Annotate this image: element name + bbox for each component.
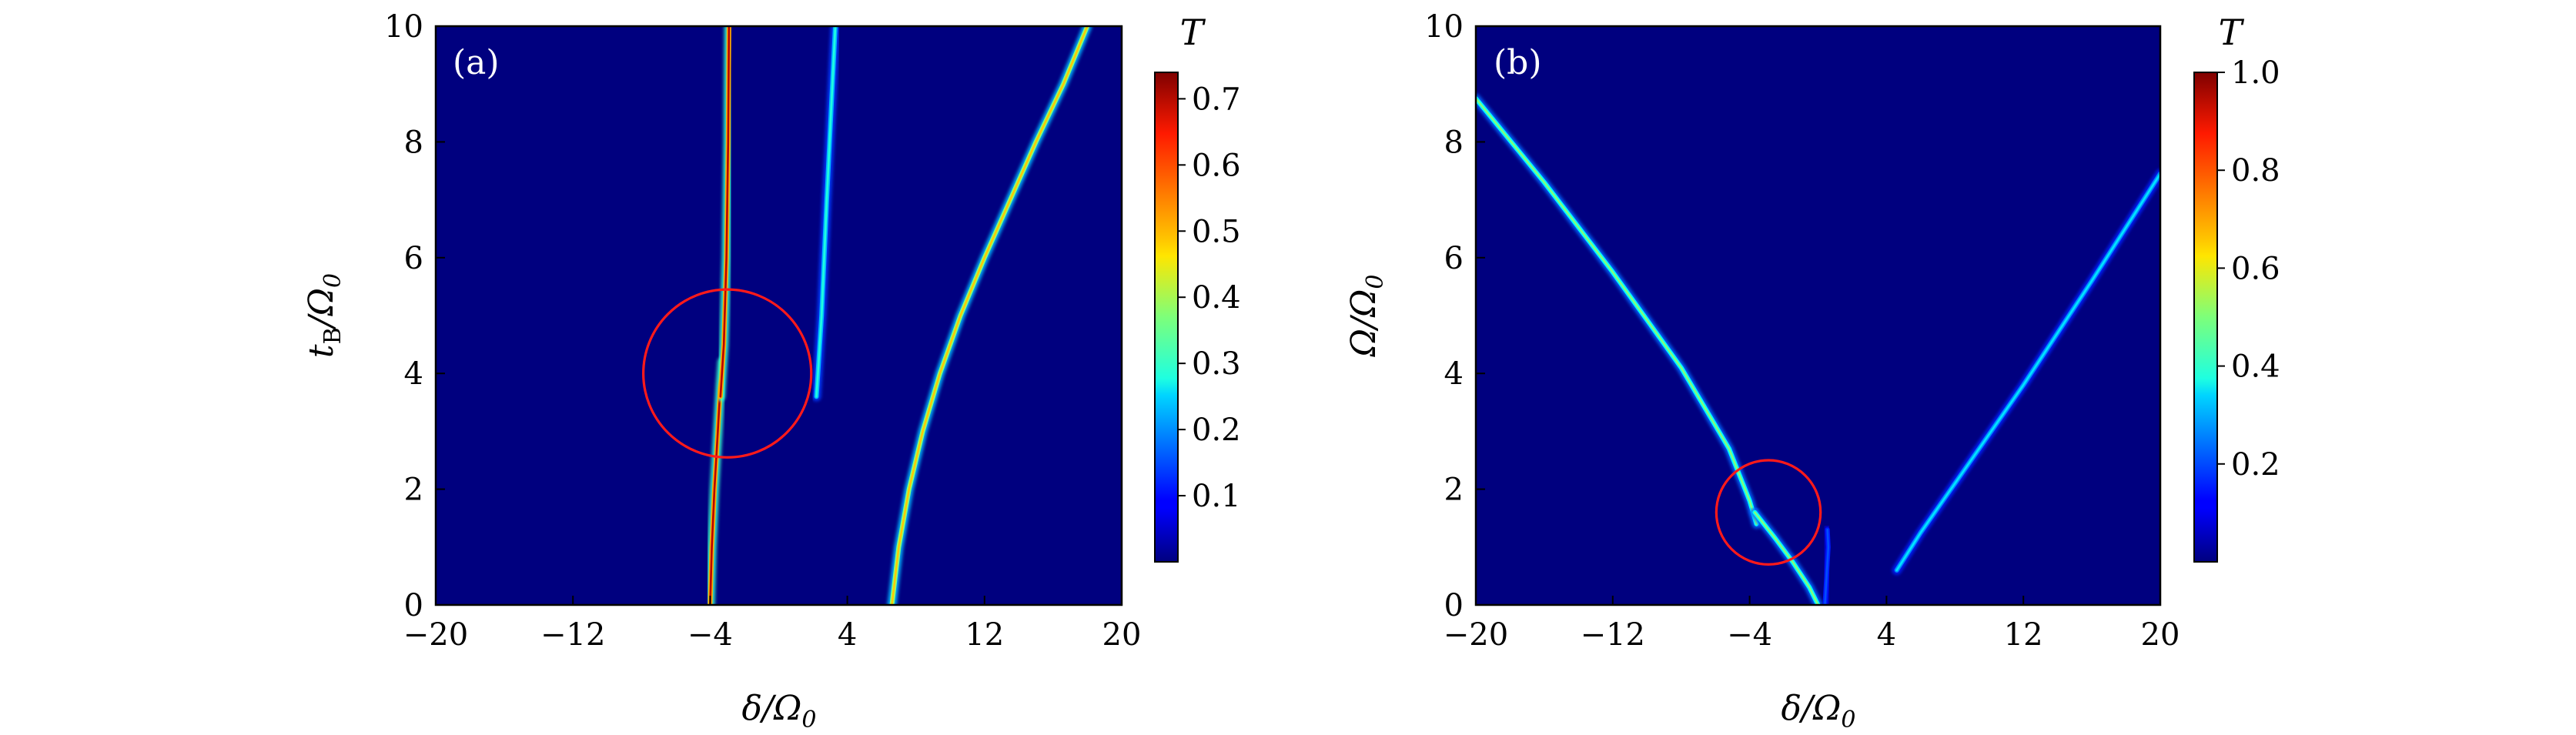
colorbar-tick-label-b-3: 0.8	[2231, 153, 2280, 189]
highlight-circle-shape-a	[642, 288, 813, 459]
heatmap-background-b	[1476, 26, 2160, 605]
colorbar-tick-label-b-2: 0.6	[2231, 251, 2280, 286]
x-tick-label-b-3: 4	[1877, 617, 1896, 653]
colorbar-tick-label-a-4: 0.5	[1192, 214, 1241, 249]
colorbar-ticks-a: 0.1 0.2 0.3 0.4 0.5 0.6 0.7	[1178, 82, 1241, 514]
panel-label-b: (b)	[1494, 43, 1542, 82]
y-tick-label-b-3: 6	[1444, 241, 1464, 276]
x-tick-label-b-5: 20	[2141, 617, 2180, 653]
y-axis-label-a: tB/Ω0	[302, 273, 346, 358]
colorbar-tick-label-a-0: 0.1	[1192, 479, 1241, 514]
feature-line-a-1	[719, 26, 731, 398]
y-tick-label-b-1: 2	[1444, 473, 1464, 508]
y-tick-label-a-5: 10	[384, 9, 423, 45]
y-tick-label-a-4: 8	[404, 125, 423, 160]
colorbar-title-a: T	[1180, 12, 1206, 53]
x-tick-label-b-2: −4	[1727, 617, 1772, 653]
x-tick-label-b-0: −20	[1444, 617, 1508, 653]
x-tick-label-a-3: 4	[838, 617, 857, 653]
highlight-circle-a	[642, 288, 813, 459]
colorbar-tick-label-a-2: 0.3	[1192, 346, 1241, 382]
y-tick-label-a-2: 4	[404, 356, 423, 392]
y-tick-label-a-0: 0	[404, 588, 423, 623]
panel-label-a: (a)	[453, 43, 500, 82]
colorbar-a	[1154, 72, 1179, 563]
feature-line-a-3	[891, 26, 1089, 605]
x-axis-b: −20 −12 −4 4 12 20	[1444, 596, 2180, 653]
feature-line-b-0	[1476, 97, 1758, 525]
feature-line-a-2	[815, 26, 837, 398]
colorbar-tick-label-b-1: 0.4	[2231, 349, 2280, 385]
colorbar-tick-label-a-3: 0.4	[1192, 280, 1241, 316]
x-tick-label-a-5: 20	[1102, 617, 1142, 653]
y-tick-label-b-5: 10	[1424, 9, 1464, 45]
feature-line-b-3	[1895, 172, 2160, 572]
colorbar-tick-label-a-1: 0.2	[1192, 413, 1241, 448]
heatmap-background-a	[436, 26, 1122, 605]
y-axis-a: 0 2 4 6 8 10	[384, 9, 445, 623]
y-tick-label-b-4: 8	[1444, 125, 1464, 160]
x-tick-label-a-4: 12	[965, 617, 1004, 653]
x-axis-a: −20 −12 −4 4 12 20	[403, 596, 1142, 653]
x-tick-label-a-1: −12	[540, 617, 605, 653]
plot-frame-a	[434, 25, 1123, 606]
colorbar-ticks-b: 0.2 0.4 0.6 0.8 1.0	[2217, 55, 2280, 483]
colorbar-tick-label-b-0: 0.2	[2231, 447, 2280, 483]
y-tick-label-a-3: 6	[404, 241, 423, 276]
y-axis-b: 0 2 4 6 8 10	[1424, 9, 1485, 623]
x-axis-label-b: δ/Ω0	[1781, 689, 1856, 733]
highlight-circle-b	[1715, 459, 1822, 566]
highlight-circle-shape-b	[1715, 459, 1822, 566]
colorbar-tick-label-b-4: 1.0	[2231, 55, 2280, 91]
colorbar-tick-label-a-6: 0.7	[1192, 82, 1241, 117]
y-tick-label-b-2: 4	[1444, 356, 1464, 392]
feature-line-b-2	[1824, 528, 1830, 605]
x-tick-label-b-4: 12	[2004, 617, 2043, 653]
y-tick-label-a-1: 2	[404, 473, 423, 508]
colorbar-title-b: T	[2219, 12, 2245, 53]
heatmap-features-b	[1476, 94, 2160, 605]
plot-frame-b	[1474, 25, 2162, 606]
heatmap-features-a	[705, 26, 1092, 605]
panel-a: −20 −12 −4 4 12 20 0 2 4 6 8 10 (a) δ/Ω0 tB/Ω0 0.1…	[302, 9, 1241, 733]
feature-line-b-1	[1754, 511, 1819, 605]
x-axis-label-a: δ/Ω0	[742, 689, 817, 733]
x-tick-label-b-1: −12	[1581, 617, 1645, 653]
x-tick-label-a-0: −20	[403, 617, 468, 653]
colorbar-tick-label-a-5: 0.6	[1192, 148, 1241, 183]
y-tick-label-b-0: 0	[1444, 588, 1464, 623]
x-tick-label-a-2: −4	[687, 617, 733, 653]
colorbar-b	[2193, 72, 2218, 563]
y-axis-label-b: Ω/Ω0	[1344, 275, 1389, 358]
